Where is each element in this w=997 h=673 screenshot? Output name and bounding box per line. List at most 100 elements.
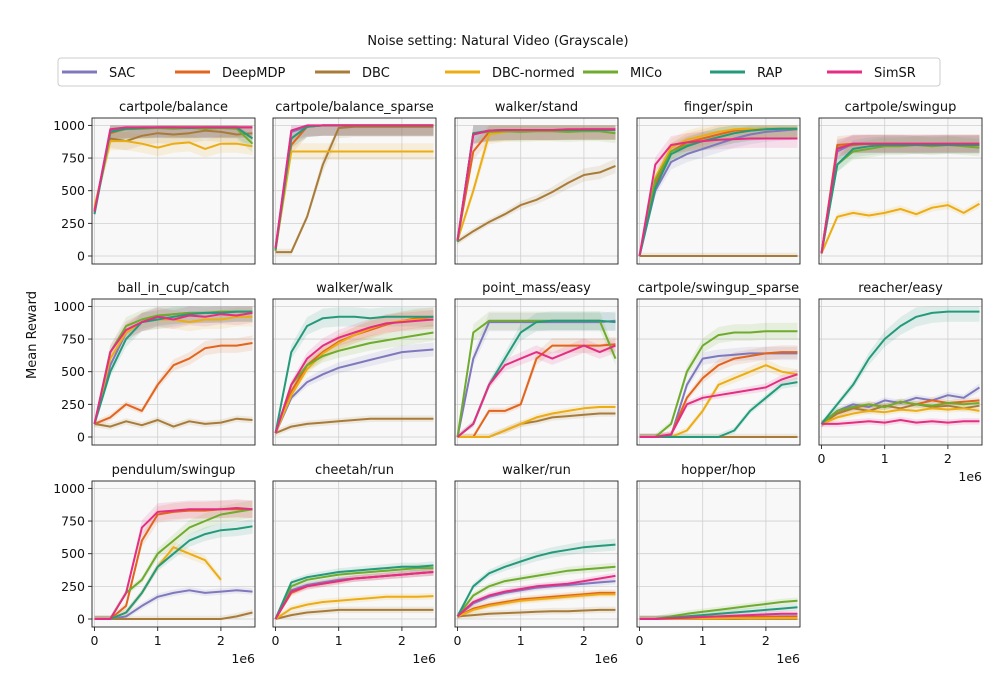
series-line-mico: [820, 400, 980, 425]
band-rap: [639, 377, 798, 437]
panel-title: cartpole/swingup: [845, 100, 957, 115]
band-dbc: [457, 158, 616, 245]
series-line-sac: [94, 589, 253, 620]
panel-reacher-easy: reacher/easy 0 1 2 1e6: [818, 281, 983, 484]
series-line-simsr: [274, 318, 434, 434]
band-sac: [639, 346, 798, 437]
panel-hopper-hop: hopper/hop 0 1 2 1e6: [636, 463, 801, 666]
series-line-sac: [274, 348, 434, 434]
series-line-deepmdp: [94, 342, 253, 425]
series-line-simsr: [456, 128, 616, 241]
series-line-simsr: [456, 574, 616, 618]
band-sac: [275, 568, 434, 619]
panel-walker-stand: walker/stand: [454, 100, 619, 265]
band-dbc-normed: [639, 359, 798, 437]
panel-frame: [272, 117, 437, 265]
x-tick-label: 1: [699, 633, 707, 648]
y-tick-label: 500: [61, 364, 85, 379]
y-tick-label: 1000: [53, 118, 85, 133]
figure-title: Noise setting: Natural Video (Grayscale): [367, 34, 628, 49]
panel-title: cartpole/balance_sparse: [275, 100, 434, 115]
y-tick-label: 750: [61, 151, 85, 166]
panel-finger-spin: finger/spin: [636, 100, 801, 265]
series-line-mico: [274, 567, 434, 620]
band-dbc-normed: [275, 592, 434, 619]
series-line-simsr: [456, 344, 616, 438]
series-line-rap: [274, 315, 434, 434]
band-dbc-normed: [94, 307, 253, 428]
panel-ball-in-cup-catch: ball_in_cup/catch 0 250 500 750 1000: [53, 281, 256, 446]
series-line-sac: [638, 128, 798, 257]
legend-label-deepmdp: DeepMDP: [222, 66, 285, 81]
legend-label-sac: SAC: [109, 66, 135, 81]
x-tick-label: 1: [335, 633, 343, 648]
x-tick-label: 0: [636, 633, 644, 648]
panel-title: cartpole/balance: [119, 100, 228, 115]
series-line-rap: [820, 310, 980, 425]
series-line-simsr: [274, 124, 434, 249]
y-tick-label: 1000: [53, 481, 85, 496]
x-scale-label: 1e6: [958, 469, 982, 484]
panel-frame: [454, 480, 619, 628]
y-tick-label: 1000: [53, 299, 85, 314]
band-simsr: [821, 416, 980, 428]
y-tick-label: 250: [61, 216, 85, 231]
legend-box: [57, 57, 941, 87]
band-mico: [821, 136, 980, 256]
panel-cartpole-swingup-sparse: cartpole/swingup_sparse: [636, 281, 801, 446]
panel-title: hopper/hop: [681, 463, 756, 478]
series-line-dbc: [94, 611, 253, 620]
band-sac: [275, 342, 434, 437]
legend-label-rap: RAP: [757, 66, 782, 81]
series-line-sac: [820, 386, 981, 425]
x-tick-label: 1: [881, 451, 889, 466]
series-line-dbc-normed: [274, 318, 434, 434]
series-line-simsr: [93, 311, 253, 425]
panel-frame: [272, 298, 437, 446]
series-line-rap: [93, 310, 253, 425]
band-sac: [457, 311, 616, 437]
series-line-simsr: [820, 142, 980, 254]
panel-frame: [818, 117, 983, 265]
y-tick-label: 750: [61, 514, 85, 529]
series-line-dbc: [275, 417, 434, 435]
panel-frame: [636, 117, 801, 265]
panel-frame: [272, 480, 437, 628]
panel-cartpole-swingup: cartpole/swingup: [818, 100, 983, 265]
panel-frame: [454, 117, 619, 265]
legend-label-dbc-normed: DBC-normed: [492, 66, 575, 81]
series-line-dbc: [457, 608, 616, 618]
band-dbc: [457, 410, 616, 437]
series-line-dbc-normed: [93, 140, 253, 207]
panel-frame: [636, 480, 801, 628]
x-scale-label: 1e6: [776, 651, 800, 666]
series-line-mico: [274, 331, 434, 434]
band-deepmdp: [457, 125, 616, 244]
band-dbc-normed: [94, 131, 253, 211]
series-line-simsr: [94, 507, 253, 620]
series-line-sac: [456, 580, 616, 618]
panel-title: walker/walk: [316, 281, 393, 296]
series-line-dbc-normed: [457, 593, 616, 618]
x-scale-label: 1e6: [412, 651, 436, 666]
series-line-simsr: [93, 126, 253, 212]
panel-cheetah-run: cheetah/run 0 1 2 1e6: [272, 463, 437, 666]
y-tick-label: 250: [61, 579, 85, 594]
y-tick-label: 0: [77, 249, 85, 264]
band-dbc: [94, 415, 253, 430]
panel-pendulum-swingup: pendulum/swingup 0 250 500 750 1000 0 1 2 1e6: [53, 463, 256, 666]
panel-title: point_mass/easy: [482, 281, 591, 296]
series-line-simsr: [639, 373, 798, 438]
series-line-simsr: [638, 137, 798, 257]
series-line-dbc: [820, 403, 980, 425]
panel-cartpole-balance: cartpole/balance 0 250 500 750 1000: [53, 100, 256, 265]
legend-label-dbc: DBC: [362, 66, 390, 81]
y-axis-label: Mean Reward: [25, 291, 40, 379]
x-tick-label: 2: [217, 633, 225, 648]
series-line-dbc: [456, 164, 616, 243]
band-mico: [639, 322, 798, 437]
series-line-dbc-normed: [821, 407, 980, 425]
series-line-rap: [94, 525, 253, 620]
x-tick-label: 2: [580, 633, 588, 648]
